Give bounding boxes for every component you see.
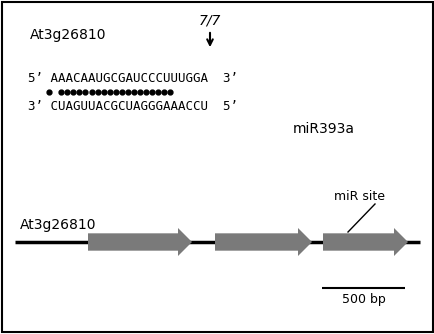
Text: At3g26810: At3g26810 [30, 28, 106, 42]
Text: 5’ AAACAAUGCGAUCCCUUUGGA  3’: 5’ AAACAAUGCGAUCCCUUUGGA 3’ [28, 72, 237, 85]
Text: 7/7: 7/7 [198, 14, 220, 28]
Polygon shape [214, 228, 311, 256]
Text: miR site: miR site [333, 190, 384, 203]
Text: miR393a: miR393a [293, 122, 354, 136]
Polygon shape [88, 228, 191, 256]
Polygon shape [322, 228, 407, 256]
Text: 3’ CUAGUUACGCUAGGGAAACCU  5’: 3’ CUAGUUACGCUAGGGAAACCU 5’ [28, 100, 237, 113]
Text: 500 bp: 500 bp [341, 293, 385, 306]
Text: At3g26810: At3g26810 [20, 218, 96, 232]
